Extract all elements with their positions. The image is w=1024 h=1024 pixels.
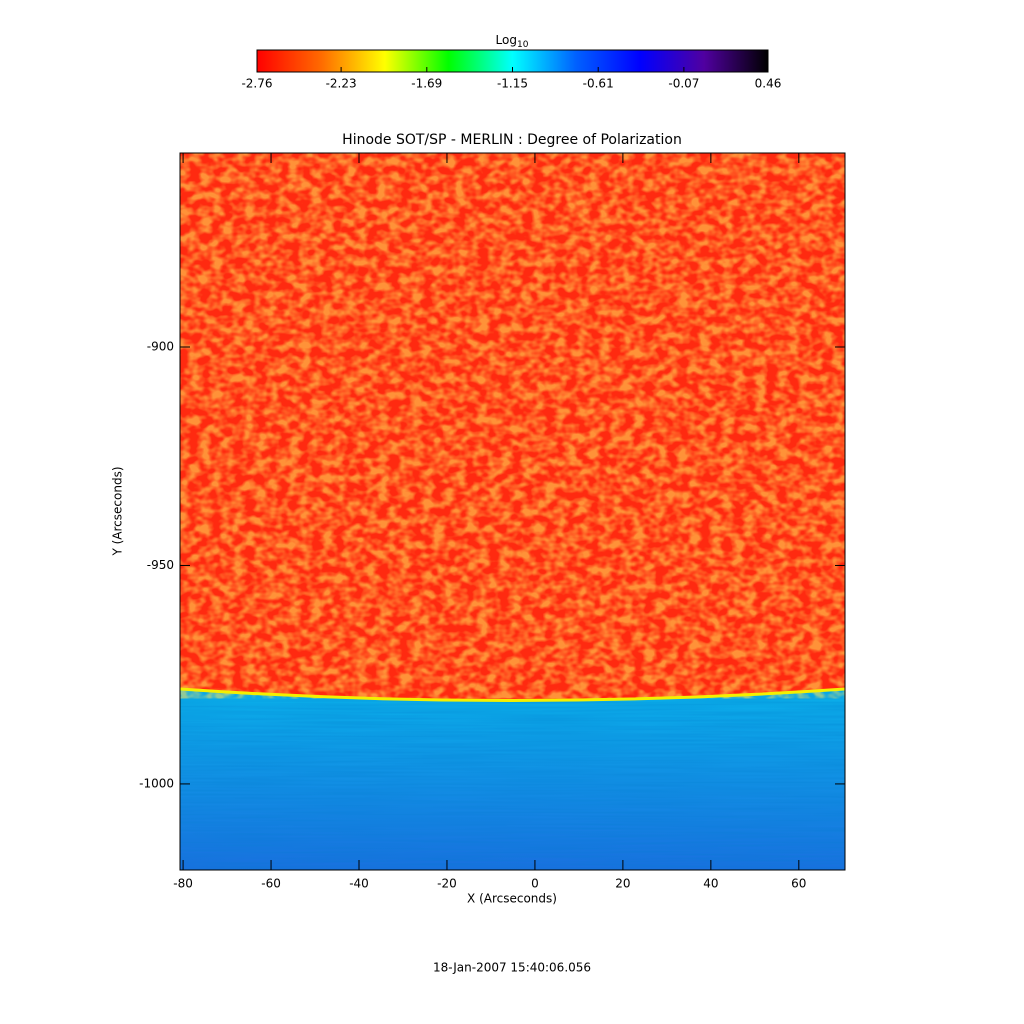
heatmap-image xyxy=(180,153,845,870)
colorbar-tick-label: -1.15 xyxy=(497,77,528,91)
plot-frame xyxy=(179,152,846,871)
colorbar-tick-label: -2.23 xyxy=(326,77,357,91)
y-tick-label: -950 xyxy=(147,558,174,572)
x-tick-label: -20 xyxy=(437,877,457,891)
colorbar-label-sub: 10 xyxy=(517,40,529,50)
chart-title: Hinode SOT/SP - MERLIN : Degree of Polar… xyxy=(342,132,682,148)
x-tick-label: 0 xyxy=(531,877,539,891)
colorbar-tick-label: 0.46 xyxy=(755,77,782,91)
colorbar-tick-label: -0.61 xyxy=(583,77,614,91)
y-axis-label: Y (Arcseconds) xyxy=(111,466,125,556)
footer: 18-Jan-2007 15:40:06.056 xyxy=(433,961,591,975)
x-tick-label: -40 xyxy=(349,877,369,891)
x-tick-label: 40 xyxy=(703,877,718,891)
y-tick-label: -900 xyxy=(147,339,174,353)
colorbar-tick-label: -1.69 xyxy=(411,77,442,91)
x-tick-label: 20 xyxy=(615,877,630,891)
x-axis-label: X (Arcseconds) xyxy=(467,892,557,906)
colorbar-tick-label: -2.76 xyxy=(241,77,272,91)
x-tick-label: 60 xyxy=(791,877,806,891)
x-tick-label: -60 xyxy=(261,877,281,891)
colorbar-label-base: Log xyxy=(496,33,517,47)
colorbar-tick-label: -0.07 xyxy=(668,77,699,91)
y-tick-label: -1000 xyxy=(139,776,174,790)
colorbar-label: Log10 xyxy=(496,33,529,50)
x-tick-label: -80 xyxy=(173,877,193,891)
